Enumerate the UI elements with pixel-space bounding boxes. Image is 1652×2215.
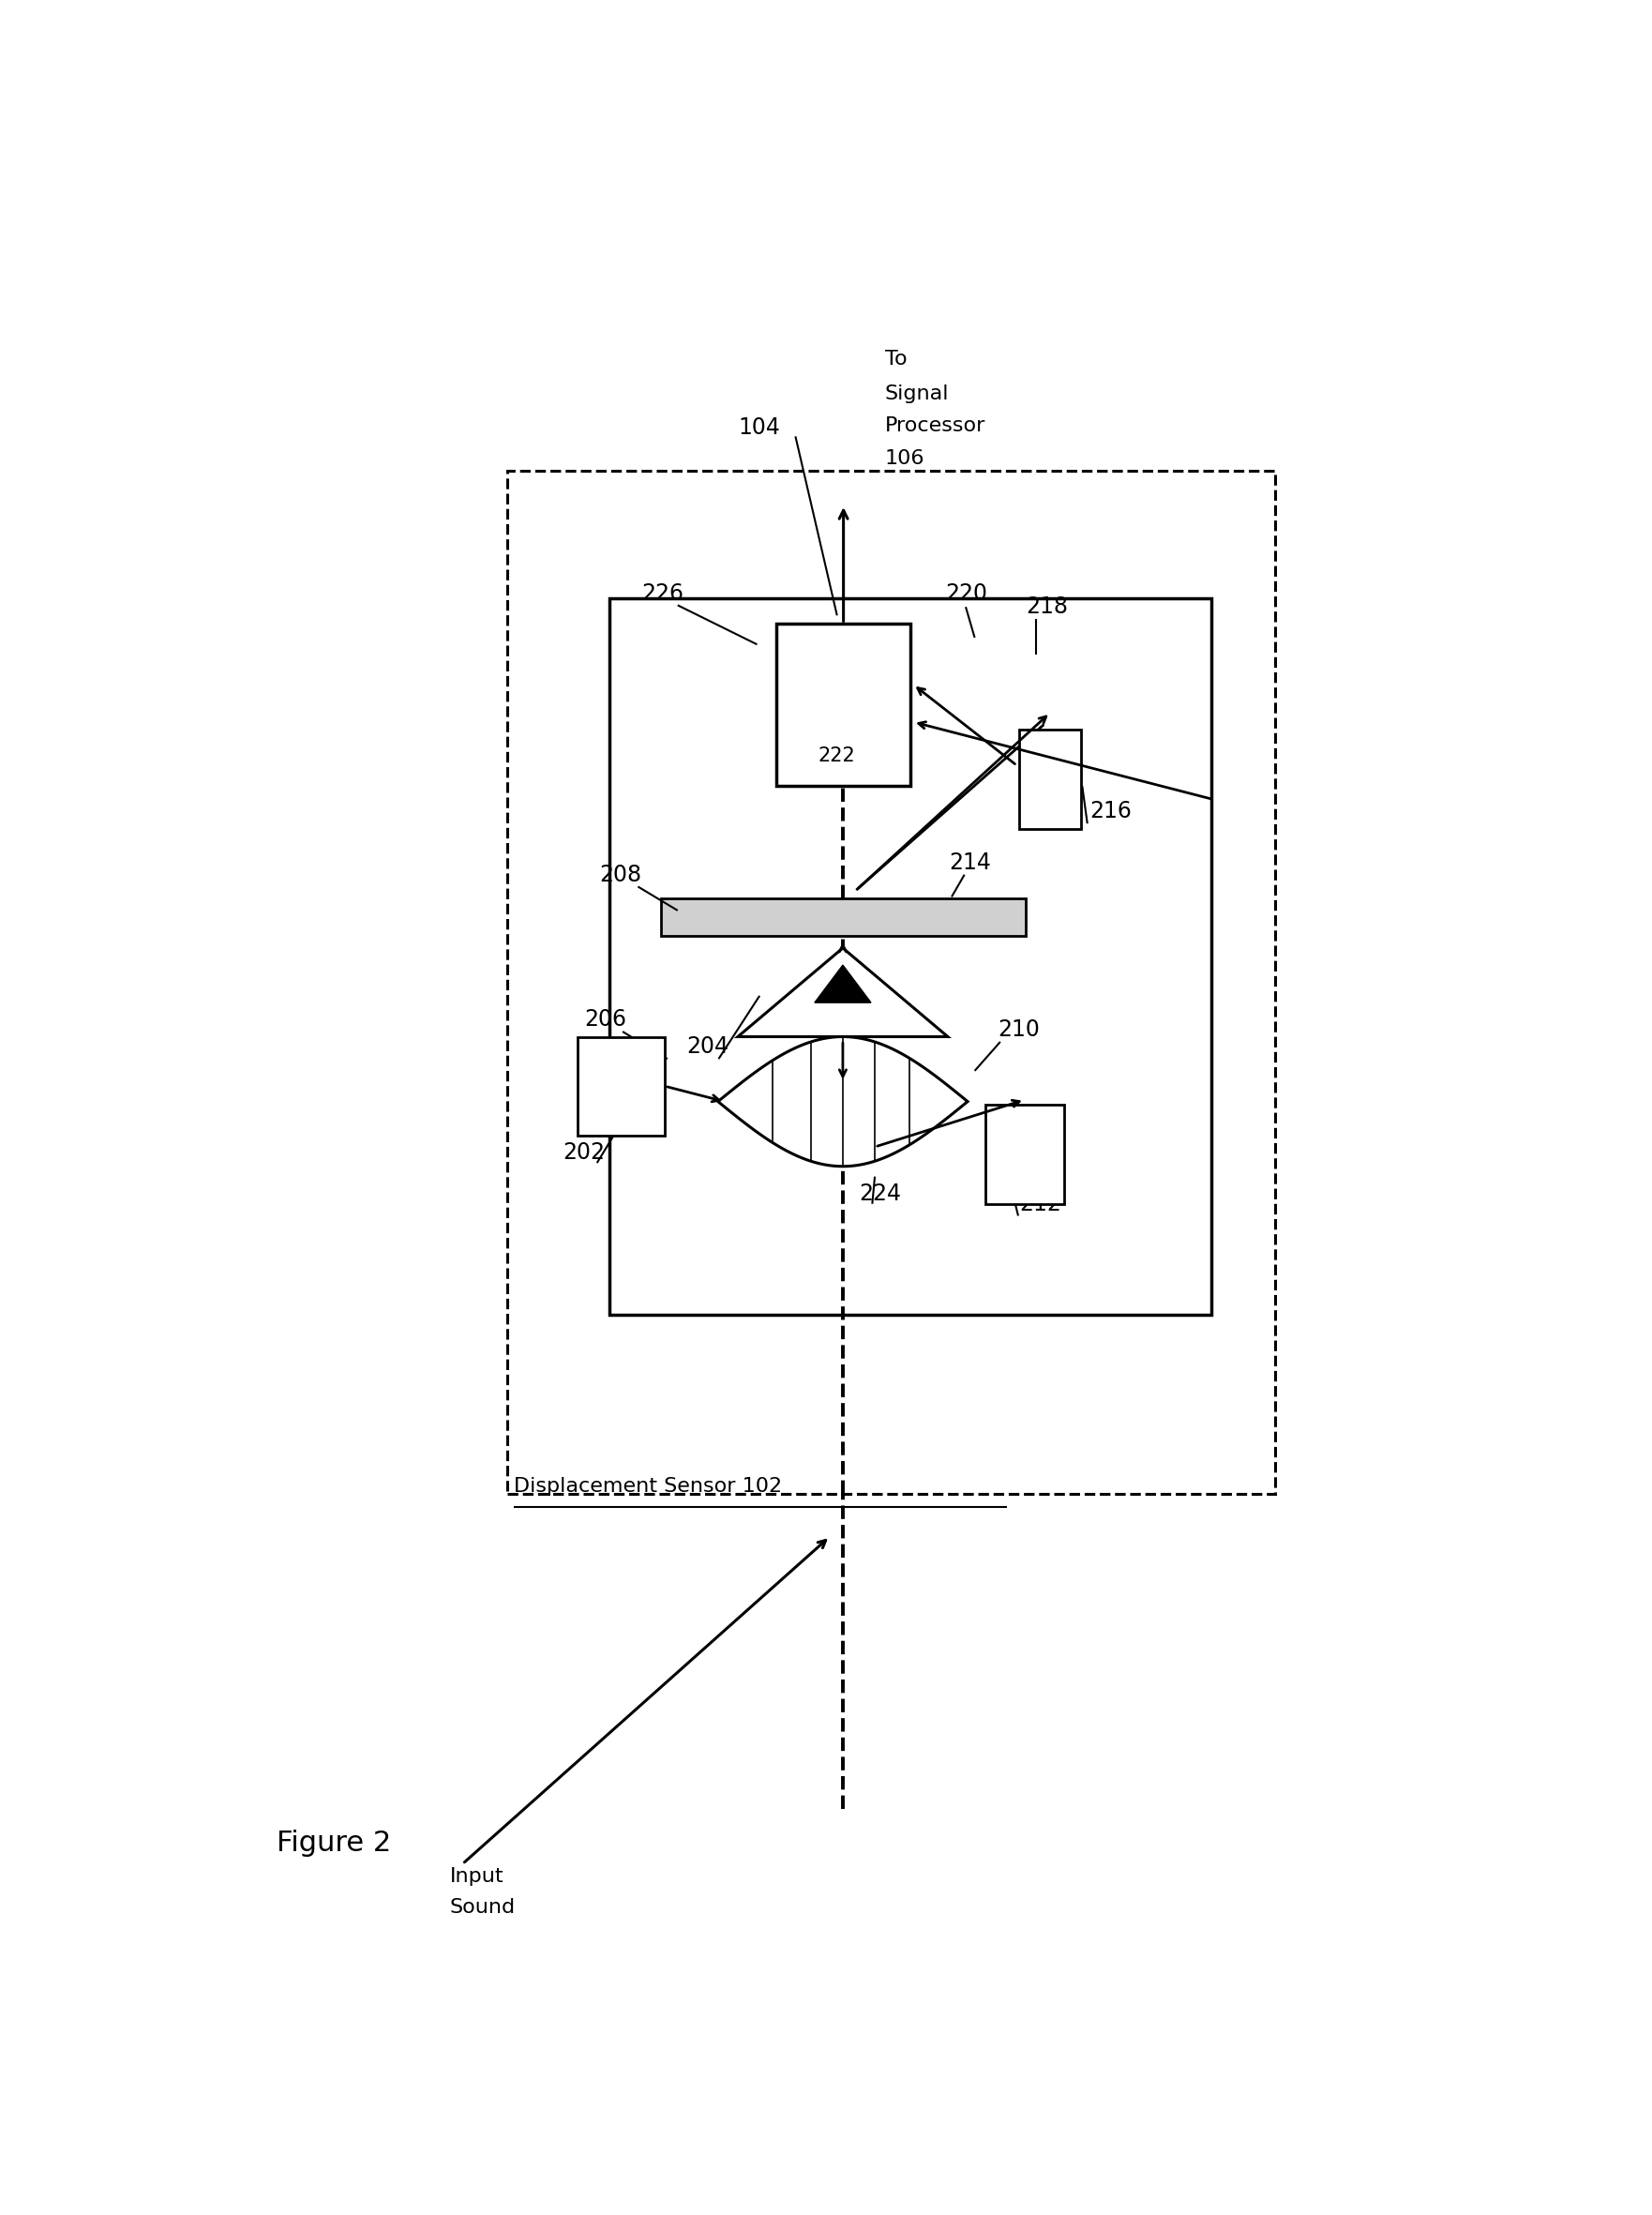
Text: Processor: Processor xyxy=(885,416,986,436)
Polygon shape xyxy=(814,966,871,1003)
Text: 212: 212 xyxy=(1019,1192,1062,1216)
Polygon shape xyxy=(719,1037,968,1167)
Text: 106: 106 xyxy=(885,450,925,467)
Bar xyxy=(776,625,910,786)
Text: Sound: Sound xyxy=(449,1898,515,1916)
Bar xyxy=(661,899,1026,937)
Bar xyxy=(578,1037,664,1136)
Text: Figure 2: Figure 2 xyxy=(278,1830,392,1856)
Text: 224: 224 xyxy=(859,1183,902,1205)
Text: 226: 226 xyxy=(641,583,684,605)
Bar xyxy=(1019,729,1080,828)
Text: 208: 208 xyxy=(600,864,643,886)
Text: 206: 206 xyxy=(585,1008,626,1030)
Text: Signal: Signal xyxy=(885,385,950,403)
Bar xyxy=(610,598,1211,1316)
Text: Input: Input xyxy=(449,1867,504,1885)
Text: 220: 220 xyxy=(945,583,988,605)
Text: 210: 210 xyxy=(998,1019,1039,1041)
Text: 104: 104 xyxy=(738,416,780,439)
Text: 222: 222 xyxy=(818,746,856,766)
Text: 218: 218 xyxy=(1026,596,1069,618)
Polygon shape xyxy=(738,948,948,1037)
Text: 202: 202 xyxy=(562,1141,605,1163)
Bar xyxy=(507,470,1275,1493)
Text: To: To xyxy=(885,350,907,370)
Text: 216: 216 xyxy=(1090,800,1132,822)
Text: 214: 214 xyxy=(948,851,991,875)
Text: Displacement Sensor 102: Displacement Sensor 102 xyxy=(514,1477,781,1495)
Bar xyxy=(985,1105,1064,1205)
Text: 204: 204 xyxy=(687,1037,729,1059)
